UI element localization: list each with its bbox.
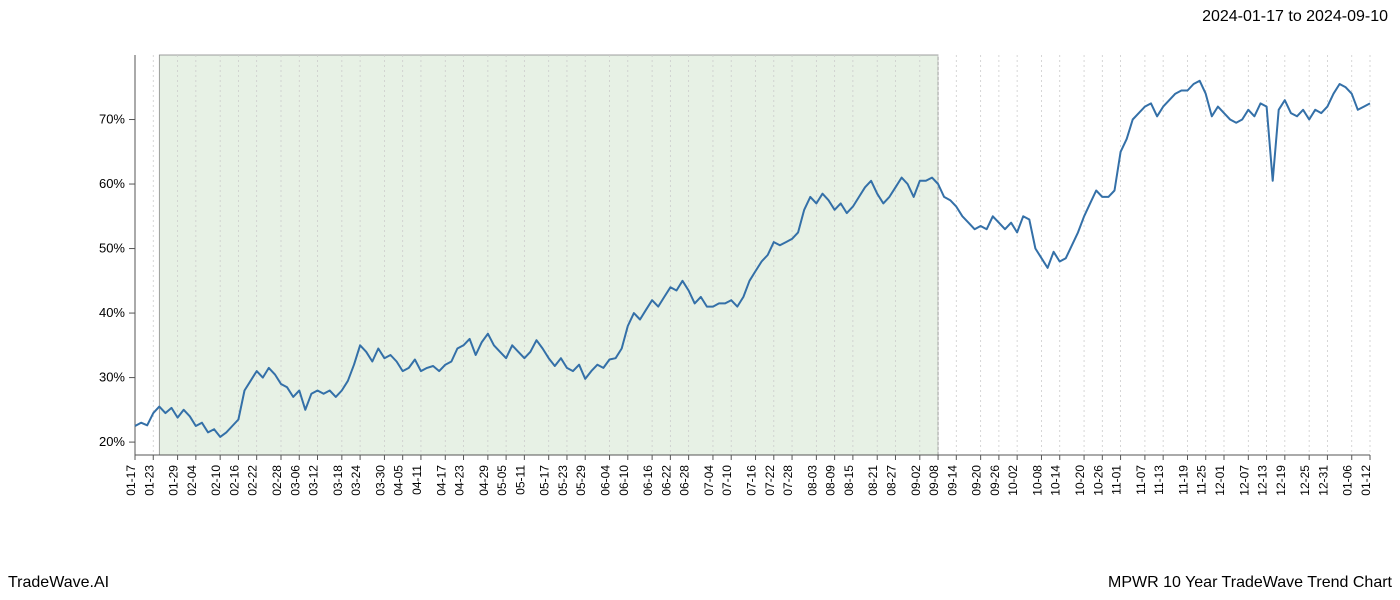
svg-text:08-21: 08-21: [866, 465, 880, 496]
svg-text:03-18: 03-18: [331, 465, 345, 496]
svg-text:04-29: 04-29: [477, 465, 491, 496]
svg-text:01-29: 01-29: [167, 465, 181, 496]
svg-text:02-10: 02-10: [209, 465, 223, 496]
svg-text:03-12: 03-12: [307, 465, 321, 496]
svg-text:12-13: 12-13: [1256, 465, 1270, 496]
svg-text:06-16: 06-16: [641, 465, 655, 496]
svg-text:05-23: 05-23: [556, 465, 570, 496]
svg-text:12-19: 12-19: [1274, 465, 1288, 496]
svg-text:07-04: 07-04: [702, 465, 716, 496]
svg-text:02-22: 02-22: [246, 465, 260, 496]
svg-text:06-28: 06-28: [678, 465, 692, 496]
svg-text:03-06: 03-06: [288, 465, 302, 496]
chart-title: MPWR 10 Year TradeWave Trend Chart: [1108, 574, 1392, 592]
svg-text:07-10: 07-10: [720, 465, 734, 496]
svg-text:07-22: 07-22: [763, 465, 777, 496]
svg-text:20%: 20%: [99, 434, 125, 449]
svg-text:11-13: 11-13: [1152, 465, 1166, 495]
svg-text:01-06: 01-06: [1341, 465, 1355, 496]
svg-text:08-03: 08-03: [805, 465, 819, 496]
svg-text:06-22: 06-22: [659, 465, 673, 496]
svg-text:60%: 60%: [99, 176, 125, 191]
svg-text:10-02: 10-02: [1006, 465, 1020, 496]
svg-text:12-25: 12-25: [1298, 465, 1312, 496]
svg-text:12-31: 12-31: [1316, 465, 1330, 496]
date-range-label: 2024-01-17 to 2024-09-10: [1202, 8, 1388, 26]
svg-text:08-09: 08-09: [824, 465, 838, 496]
svg-text:11-07: 11-07: [1134, 465, 1148, 495]
svg-text:01-23: 01-23: [142, 465, 156, 496]
svg-text:30%: 30%: [99, 370, 125, 385]
svg-text:09-08: 09-08: [927, 465, 941, 496]
svg-text:10-20: 10-20: [1073, 465, 1087, 496]
svg-text:11-19: 11-19: [1176, 465, 1190, 495]
svg-text:06-10: 06-10: [617, 465, 631, 496]
trend-chart: 20% 30% 40% 50% 60% 70% 01-17 01-23 01-29 02-04 02…: [80, 50, 1380, 530]
svg-text:05-17: 05-17: [538, 465, 552, 496]
svg-text:09-26: 09-26: [988, 465, 1002, 496]
svg-text:04-17: 04-17: [434, 465, 448, 496]
svg-text:11-01: 11-01: [1110, 465, 1124, 495]
svg-text:01-17: 01-17: [124, 465, 138, 496]
svg-text:03-30: 03-30: [373, 465, 387, 496]
svg-text:02-28: 02-28: [270, 465, 284, 496]
svg-text:04-05: 04-05: [392, 465, 406, 496]
svg-text:12-07: 12-07: [1237, 465, 1251, 496]
svg-text:06-04: 06-04: [599, 465, 613, 496]
svg-text:09-20: 09-20: [970, 465, 984, 496]
svg-text:02-04: 02-04: [185, 465, 199, 496]
svg-text:40%: 40%: [99, 305, 125, 320]
svg-text:10-08: 10-08: [1030, 465, 1044, 496]
svg-text:07-16: 07-16: [745, 465, 759, 496]
svg-text:09-14: 09-14: [945, 465, 959, 496]
svg-text:08-15: 08-15: [842, 465, 856, 496]
svg-text:05-05: 05-05: [495, 465, 509, 496]
svg-text:04-23: 04-23: [453, 465, 467, 496]
svg-text:11-25: 11-25: [1195, 465, 1209, 495]
svg-text:70%: 70%: [99, 112, 125, 127]
svg-text:05-11: 05-11: [513, 465, 527, 495]
svg-text:12-01: 12-01: [1213, 465, 1227, 496]
svg-text:03-24: 03-24: [349, 465, 363, 496]
svg-text:02-16: 02-16: [227, 465, 241, 496]
svg-text:10-14: 10-14: [1049, 465, 1063, 496]
chart-svg: 20% 30% 40% 50% 60% 70% 01-17 01-23 01-29 02-04 02…: [80, 50, 1380, 530]
svg-text:08-27: 08-27: [884, 465, 898, 496]
brand-label: TradeWave.AI: [8, 574, 109, 592]
svg-text:09-02: 09-02: [909, 465, 923, 496]
svg-text:10-26: 10-26: [1091, 465, 1105, 496]
svg-text:01-12: 01-12: [1359, 465, 1373, 496]
svg-text:05-29: 05-29: [574, 465, 588, 496]
svg-text:07-28: 07-28: [781, 465, 795, 496]
svg-text:04-11: 04-11: [410, 465, 424, 495]
svg-text:50%: 50%: [99, 241, 125, 256]
